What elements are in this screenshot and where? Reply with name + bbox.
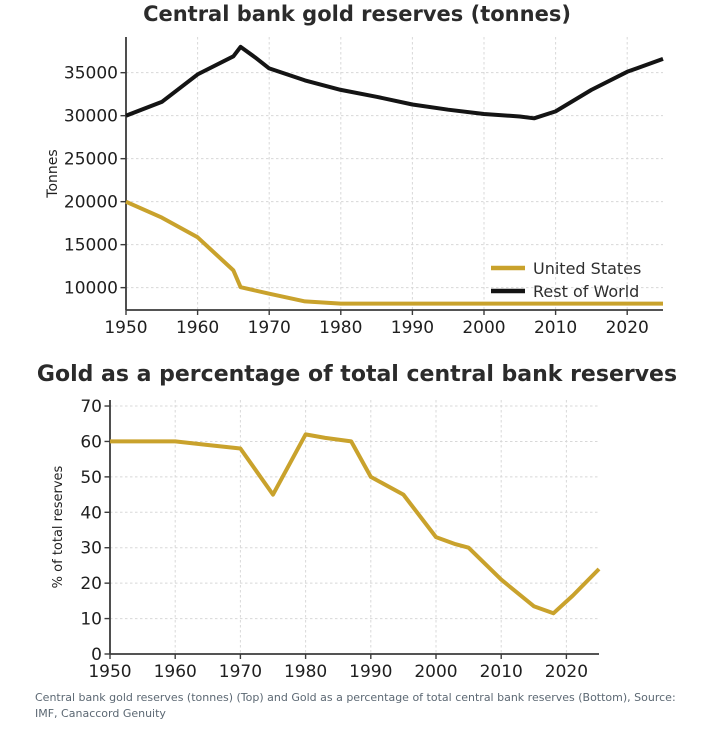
legend-label-rest-of-world: Rest of World [533,282,639,301]
bottom-chart-title: Gold as a percentage of total central ba… [36,362,678,387]
x-tick-label: 1950 [88,662,131,682]
y-tick-labels: 0 10 20 30 40 50 60 70 [80,397,102,665]
x-tick-label: 1970 [248,318,291,338]
y-tick-label: 30 [80,539,102,559]
x-tick-label: 2000 [414,662,457,682]
y-tick-label: 10 [80,610,102,630]
y-tick-label: 20 [80,574,102,594]
x-tick-labels: 1950 1960 1970 1980 1990 2000 2010 2020 [104,318,648,338]
x-tick-label: 1980 [284,662,327,682]
series-line [110,432,601,616]
tick-marks [120,71,628,315]
y-tick-label: 25000 [64,150,118,170]
y-tick-label: 60 [80,432,102,452]
y-tick-label: 20000 [64,193,118,213]
gridlines [126,37,663,310]
source-caption: Central bank gold reserves (tonnes) (Top… [35,691,676,720]
y-tick-label: 30000 [64,107,118,127]
y-axis-label: % of total reserves [51,465,66,588]
x-tick-label: 2010 [534,318,577,338]
series-line-rest-of-world [125,44,664,121]
x-tick-label: 2010 [480,662,523,682]
axis-spines [109,400,599,655]
axis-spines [125,37,663,311]
x-tick-label: 1980 [319,318,362,338]
y-tick-label: 70 [80,397,102,417]
y-tick-label: 0 [91,645,102,665]
x-tick-label: 1960 [176,318,219,338]
legend-label-united-states: United States [533,259,641,278]
top-chart-title: Central bank gold reserves (tonnes) [143,2,571,26]
x-tick-label: 1960 [154,662,197,682]
x-tick-label: 2000 [462,318,505,338]
x-tick-label: 2020 [545,662,588,682]
x-tick-label: 1970 [219,662,262,682]
legend: United States Rest of World [491,259,641,301]
x-tick-label: 2020 [606,318,649,338]
y-tick-label: 15000 [64,236,118,256]
gridlines [110,400,599,654]
bottom-chart: 1950 1960 1970 1980 1990 2000 2010 2020 0 10 20 30 4… [51,397,601,682]
x-tick-label: 1990 [391,318,434,338]
x-tick-label: 1950 [104,318,147,338]
y-tick-label: 35000 [64,64,118,84]
x-tick-labels: 1950 1960 1970 1980 1990 2000 2010 2020 [88,662,588,682]
y-tick-label: 10000 [64,279,118,299]
tick-marks [104,405,568,659]
x-tick-label: 1990 [349,662,392,682]
top-chart: 1950 1960 1970 1980 1990 2000 2010 2020 10000 150… [45,37,664,338]
y-axis-label: Tonnes [45,149,61,198]
series-line-united-states [125,199,663,306]
y-tick-label: 40 [80,503,102,523]
y-tick-label: 50 [80,468,102,488]
y-tick-labels: 10000 15000 20000 25000 30000 35000 [64,64,118,299]
